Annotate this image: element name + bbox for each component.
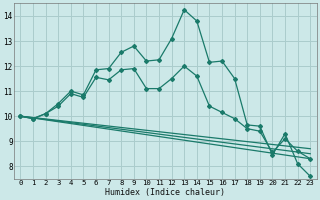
X-axis label: Humidex (Indice chaleur): Humidex (Indice chaleur) (105, 188, 225, 197)
